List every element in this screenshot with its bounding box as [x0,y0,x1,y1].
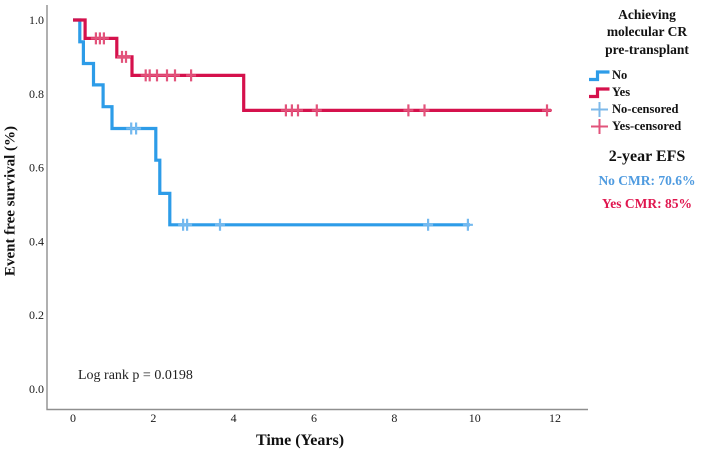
y-tick-label: 1.0 [29,13,44,27]
legend-item-yes-censored: Yes-censored [588,119,706,135]
no-step-line-icon [589,70,610,82]
y-tick-label: 0.4 [29,234,44,248]
legend-title-line: molecular CR [606,24,688,40]
survival-curve-no [73,18,470,227]
legend-item-no: No [588,68,706,84]
legend-title-line: pre-transplant [605,41,689,57]
censor-mark-yes [542,104,552,117]
yes-censored-plus-icon [591,119,608,135]
censor-mark-yes [419,104,430,117]
legend-title: Achieving molecular CR pre-transplant [588,6,706,58]
no-cmr-value: No CMR: 70.6% [598,172,696,188]
x-tick-label: 6 [311,411,317,425]
y-tick-label: 0.8 [29,87,44,101]
censor-mark-yes [311,104,322,117]
censor-mark-no [462,218,473,231]
y-tick-label: 0.2 [29,308,44,322]
censor-mark-yes [98,32,109,45]
censor-mark-no [131,122,142,135]
legend-item-yes: Yes [588,85,706,101]
censor-mark-no [215,218,225,231]
legend-item-list: No Yes No-censored Yes-censored [588,68,706,135]
legend-item-label: No-censored [612,102,679,117]
x-tick-label: 8 [391,411,397,425]
y-axis-title: Event free survival (%) [2,125,19,277]
censor-mark-yes [152,69,162,82]
x-tick-label: 2 [150,411,156,425]
no-censored-plus-icon [591,102,608,118]
legend-title-line: Achieving [618,7,676,22]
x-tick-label: 10 [469,411,481,425]
axis-lines [46,5,588,411]
legend-item-label: Yes [612,85,631,100]
x-tick-label: 12 [549,411,561,425]
x-tick-label: 4 [231,411,237,425]
censor-mark-no [182,218,193,231]
censor-mark-yes [186,69,197,82]
log-rank-annotation: Log rank p = 0.0198 [78,368,193,383]
efs-heading: 2-year EFS [608,147,686,165]
legend-item-no-censored: No-censored [588,102,706,118]
legend-item-label: No [612,68,628,83]
censor-mark-no [423,218,434,231]
x-axis-title: Time (Years) [255,432,345,449]
survival-curve-yes [73,18,551,112]
yes-cmr-value: Yes CMR: 85% [602,195,692,211]
yes-step-line-icon [589,87,610,99]
censor-mark-yes [121,50,131,63]
censor-mark-yes [170,69,180,82]
y-tick-label: 0.6 [29,161,44,175]
legend-item-label: Yes-censored [612,119,682,134]
censor-mark-yes [293,104,303,117]
y-tick-label: 0.0 [29,382,44,396]
legend: Achieving molecular CR pre-transplant No… [588,6,706,212]
x-tick-label: 0 [70,411,76,425]
censor-mark-yes [403,104,414,117]
